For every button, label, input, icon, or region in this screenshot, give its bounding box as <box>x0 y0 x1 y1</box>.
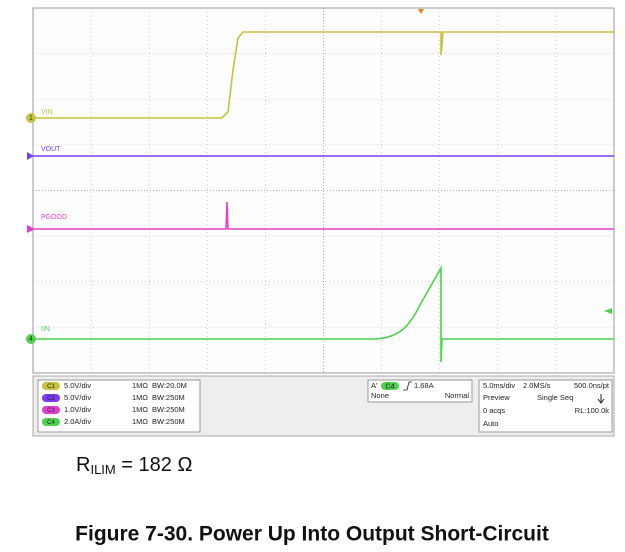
tb-resolution: 500.0ns/pt <box>574 381 610 390</box>
figure-title: Figure 7-30. Power Up Into Output Short-… <box>75 523 549 546</box>
channel-rows: C1 5.0V/div 1MΩ BW:20.0M C2 5.0V/div 1MΩ BW:250… <box>42 381 187 426</box>
vin-trace <box>33 31 614 119</box>
trigger-badge: A' <box>371 381 378 390</box>
caption-equation: = 182 Ω <box>116 454 193 476</box>
channel-marker <box>26 113 36 123</box>
tb-rate: 2.0MS/s <box>523 381 551 390</box>
channel-bandwidth: BW:250M <box>152 393 185 402</box>
trigger-position <box>418 9 424 14</box>
caption: RILIM = 182 Ω <box>76 454 192 477</box>
channel-label: VIN <box>41 109 53 116</box>
tb-scale: 5.0ms/div <box>483 381 515 390</box>
channel-badge: C1 <box>47 384 55 390</box>
channel-impedance: 1MΩ <box>132 393 148 402</box>
tb-record: RL:100.0k <box>575 406 609 415</box>
tb-state: Preview <box>483 393 510 402</box>
channel-label: VOUT <box>41 146 61 153</box>
arrow-icon <box>597 394 605 404</box>
tb-acq-mode: Single Seq <box>537 393 573 402</box>
trigger-level <box>604 308 612 314</box>
badge <box>42 418 60 426</box>
grid <box>33 8 614 373</box>
slope-icon <box>403 381 412 391</box>
marker-label: 4 <box>29 336 33 343</box>
tb-acqs: 0 acqs <box>483 406 505 415</box>
channel-label: IIN <box>41 326 50 333</box>
channel-scale: 2.0A/div <box>64 417 91 426</box>
iin-trace <box>33 264 614 363</box>
channel-marker <box>27 225 35 233</box>
trigger-level-text: 1.68A <box>414 381 434 390</box>
channel-marker <box>27 152 34 160</box>
channel-scale: 5.0V/div <box>64 393 91 402</box>
trigger-sweep: Normal <box>445 391 470 400</box>
channel-badge: C4 <box>47 420 55 426</box>
badge <box>381 382 399 390</box>
channel-label: PGOOD <box>41 214 67 221</box>
tb-trigger-mode: Auto <box>483 419 498 428</box>
channel-scale: 1.0V/div <box>64 405 91 414</box>
caption-subscript: ILIM <box>90 462 115 477</box>
caption-symbol: R <box>76 454 90 476</box>
channel-impedance: 1MΩ <box>132 417 148 426</box>
channel-badge: C3 <box>47 408 55 414</box>
pgood-trace <box>33 201 614 230</box>
badge <box>42 382 60 390</box>
channel-impedance: 1MΩ <box>132 405 148 414</box>
channel-marker <box>26 334 36 344</box>
channel-badge: C2 <box>47 396 55 402</box>
marker-label: 1 <box>29 115 33 122</box>
trigger-source: C4 <box>385 381 395 390</box>
channel-box <box>37 379 201 433</box>
channel-bandwidth: BW:250M <box>152 405 185 414</box>
channel-bandwidth: BW:20.0M <box>152 381 187 390</box>
channel-bandwidth: BW:250M <box>152 417 185 426</box>
channel-scale: 5.0V/div <box>64 381 91 390</box>
timebase-box <box>478 379 613 433</box>
badge <box>42 394 60 402</box>
trigger-coupling: None <box>371 391 389 400</box>
channel-impedance: 1MΩ <box>132 381 148 390</box>
badge <box>42 406 60 414</box>
